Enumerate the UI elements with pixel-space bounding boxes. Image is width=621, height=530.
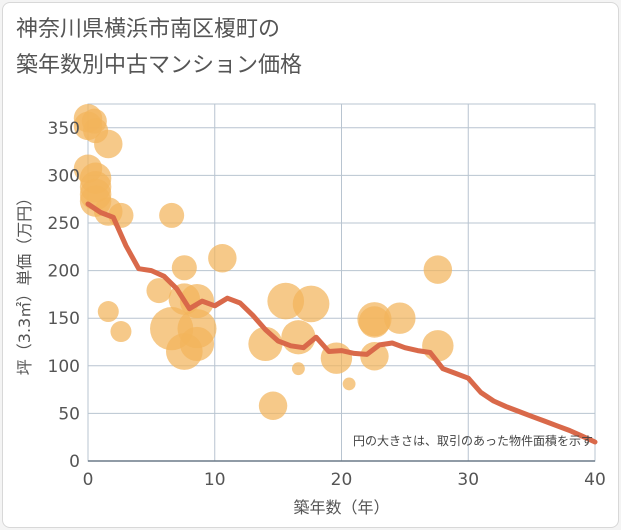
x-tick-label: 20 — [331, 470, 353, 490]
bubble — [291, 362, 305, 376]
y-tick-label: 50 — [58, 404, 80, 424]
chart-title: 神奈川県横浜市南区榎町の 築年数別中古マンション価格 — [16, 12, 302, 84]
bubble — [360, 342, 389, 371]
bubble — [110, 321, 132, 343]
x-tick-label: 40 — [584, 470, 606, 490]
trend-polyline — [85, 201, 598, 445]
bubble — [97, 301, 119, 323]
y-tick-label: 0 — [69, 452, 80, 472]
bubble — [94, 129, 123, 159]
y-tick-label: 100 — [48, 357, 80, 377]
bubble — [146, 278, 172, 304]
bubble — [171, 255, 197, 281]
trend-line — [85, 201, 598, 445]
chart-title-line2: 築年数別中古マンション価格 — [16, 53, 303, 78]
y-tick-label: 300 — [48, 166, 80, 186]
bubble — [292, 285, 330, 323]
chart-annotation: 円の大きさは、取引のあった物件面積を示す — [353, 433, 593, 448]
bubble — [258, 391, 288, 421]
bubble — [422, 330, 454, 362]
bubble — [423, 255, 453, 284]
y-tick-label: 250 — [48, 214, 80, 234]
y-tick-label: 200 — [48, 262, 80, 282]
axes: 0 50 100 150 200 250 300 350 0 10 20 30 40 — [48, 119, 606, 490]
bubble — [358, 306, 391, 338]
chart-title-line1: 神奈川県横浜市南区榎町の — [16, 17, 281, 42]
y-axis-label: 坪（3.3㎡）単価（万円） — [15, 190, 34, 375]
y-tick-label: 350 — [48, 119, 80, 139]
bubble — [159, 202, 185, 228]
x-axis-label: 築年数（年） — [293, 498, 389, 517]
x-tick-label: 0 — [83, 470, 94, 490]
bubbles — [73, 104, 454, 421]
bubble — [179, 326, 215, 361]
bubble — [342, 377, 356, 391]
bubble — [208, 243, 237, 273]
bubble — [384, 302, 416, 334]
y-tick-label: 150 — [48, 309, 80, 329]
x-tick-label: 10 — [204, 470, 226, 490]
x-tick-label: 30 — [457, 470, 479, 490]
